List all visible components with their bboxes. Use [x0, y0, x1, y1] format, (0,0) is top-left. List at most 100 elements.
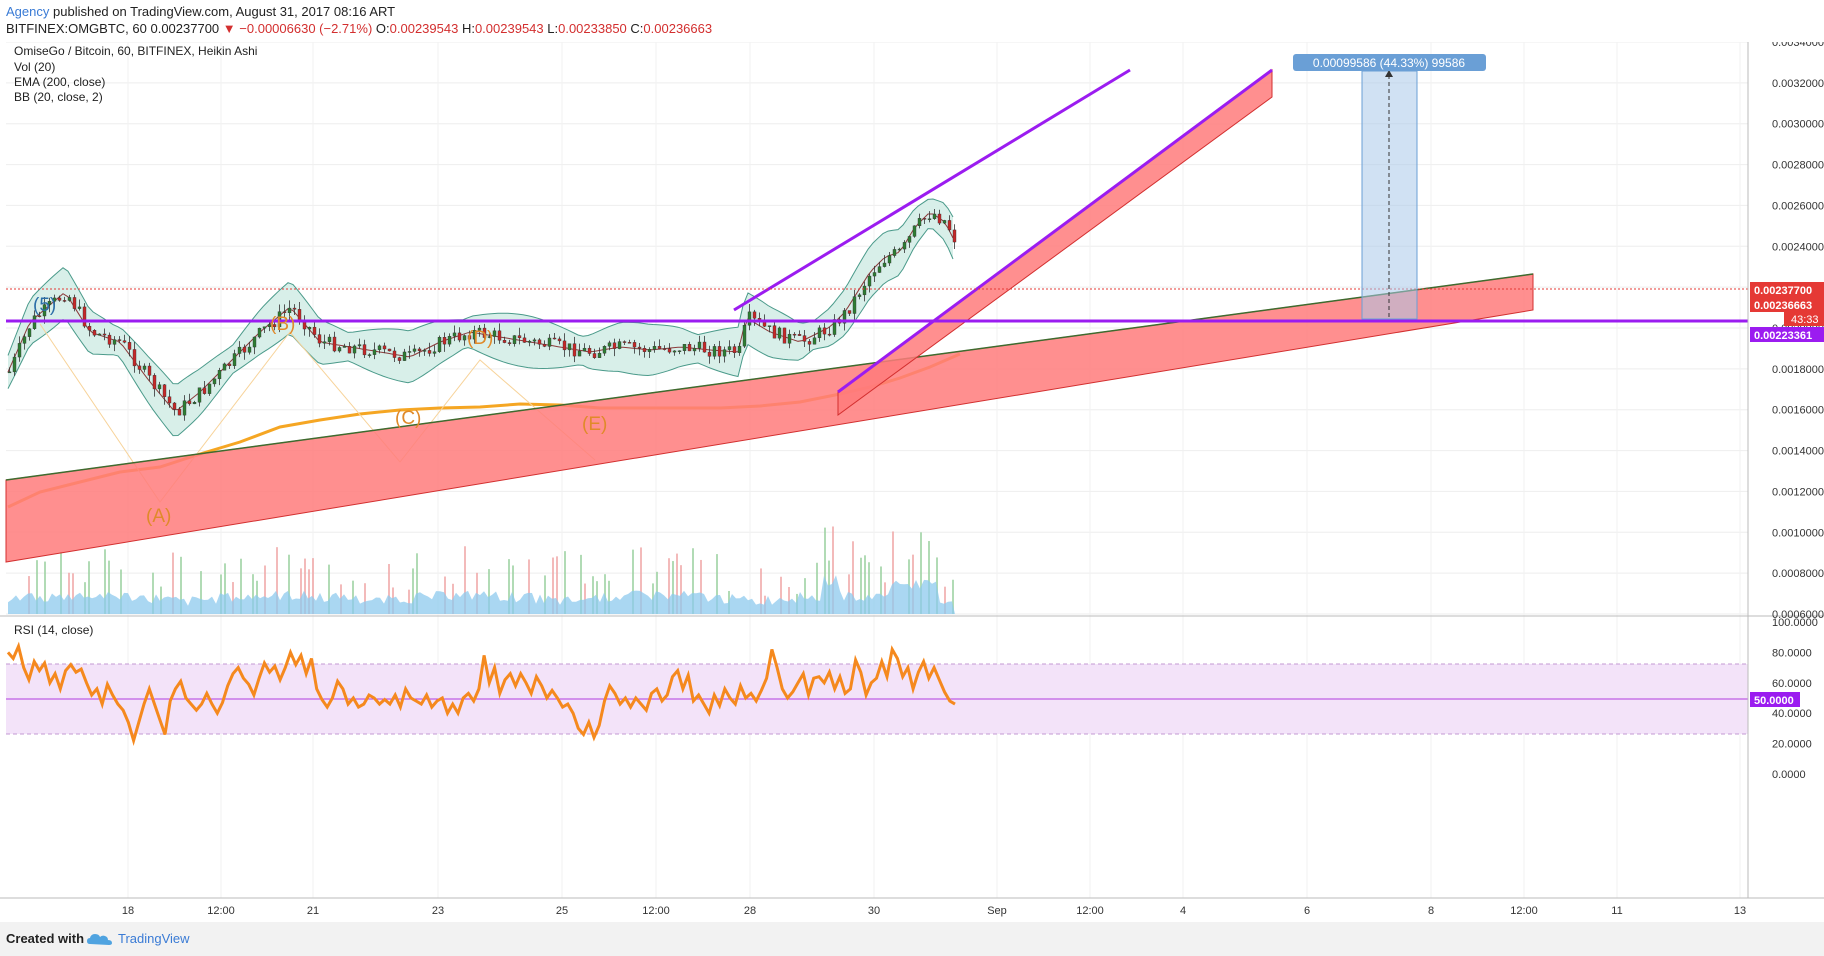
legend-title: OmiseGo / Bitcoin, 60, BITFINEX, Heikin …: [14, 44, 257, 58]
candle-body: [807, 341, 812, 345]
price-tick-label: 0.00060000: [1772, 609, 1824, 621]
legend-rsi: RSI (14, close): [14, 623, 93, 637]
volume-bar: [364, 583, 366, 614]
chart-area[interactable]: 0.00099586 (44.33%) 99586 (5) (A) (B) (C…: [0, 42, 1824, 922]
last-price-badge: [1750, 282, 1824, 297]
candle-body: [622, 341, 627, 343]
candle-body: [257, 327, 262, 338]
candle-body: [892, 249, 897, 256]
candle-body: [457, 332, 462, 341]
volume-bar: [584, 583, 586, 614]
volume-bar: [788, 587, 790, 614]
candle-body: [267, 324, 272, 327]
tradingview-link[interactable]: TradingView: [118, 931, 190, 946]
volume-bar: [944, 586, 946, 614]
candle-body: [602, 346, 607, 354]
volume-bar: [512, 565, 514, 614]
candle-body: [562, 340, 567, 351]
candle-body: [767, 325, 772, 327]
candle-body: [347, 346, 352, 354]
candle-body: [477, 327, 482, 331]
volume-bar: [716, 554, 718, 614]
time-tick-label: 6: [1304, 905, 1310, 917]
candle-body: [567, 343, 572, 351]
low-label: L:: [547, 21, 559, 36]
candle-body: [472, 329, 477, 340]
candle-body: [97, 333, 102, 336]
time-tick-label: Sep: [987, 905, 1007, 917]
volume-bar: [832, 526, 834, 614]
time-tick-label: 4: [1180, 905, 1186, 917]
candle-body: [187, 400, 192, 405]
volume-bar: [852, 541, 854, 614]
time-tick-label: 18: [122, 905, 134, 917]
candle-body: [177, 408, 182, 416]
candle-body: [42, 304, 47, 317]
candle-body: [887, 255, 892, 264]
candle-body: [182, 400, 187, 416]
candle-body: [832, 319, 837, 335]
rsi-line: [6, 641, 956, 747]
volume-bar: [232, 582, 234, 614]
close-value: 0.00236663: [643, 21, 713, 36]
candle-body: [707, 351, 712, 357]
candles: [7, 208, 957, 421]
candle-body: [932, 213, 937, 219]
candle-body: [802, 335, 807, 342]
volume-bar: [412, 568, 414, 614]
volume-bar: [264, 565, 266, 614]
candle-body: [487, 336, 492, 338]
legend-ema: EMA (200, close): [14, 75, 105, 89]
candle-body: [222, 363, 227, 371]
published-line: Agency published on TradingView.com, Aug…: [6, 4, 395, 19]
candle-body: [452, 332, 457, 337]
channel-bottom-line: [837, 68, 1273, 394]
time-axis[interactable]: 18 12:00 21 23 25 12:00 28 30 Sep 12:00 4 6 8 12:00 11…: [122, 905, 1746, 917]
volume-bar: [120, 569, 122, 614]
volume-bar: [880, 566, 882, 614]
candle-body: [817, 327, 822, 339]
volume-bar: [68, 572, 70, 614]
rsi-tick-label: 100.0000: [1772, 617, 1818, 629]
measure-label: 0.00099586 (44.33%) 99586: [1313, 56, 1465, 70]
volume-bar: [528, 559, 530, 614]
candle-body: [262, 326, 267, 329]
candle-body: [907, 236, 912, 243]
volume-bar: [388, 564, 390, 614]
candle-body: [197, 387, 202, 403]
candle-body: [677, 350, 682, 352]
wave-label-b: (B): [270, 314, 295, 335]
candle-body: [727, 346, 732, 350]
time-tick-label: 23: [432, 905, 444, 917]
candle-body: [112, 339, 117, 345]
volume-bar: [408, 589, 410, 614]
candle-body: [412, 348, 417, 352]
candle-body: [297, 309, 302, 321]
high-label: H:: [461, 21, 475, 36]
candle-body: [507, 342, 512, 344]
volume-bar: [632, 549, 634, 614]
volume-bar: [868, 562, 870, 614]
rsi-axis[interactable]: 100.0000 80.0000 60.0000 40.0000 20.0000 0.00…: [1772, 617, 1818, 781]
candle-body: [797, 334, 802, 336]
last-price-badge-text: 0.00237700: [1754, 285, 1812, 297]
candle-body: [152, 375, 157, 390]
publisher-link[interactable]: Agency: [6, 4, 50, 19]
candle-body: [162, 384, 167, 397]
rsi-tick-label: 20.0000: [1772, 739, 1812, 751]
candle-body: [202, 387, 207, 394]
volume-bar: [224, 563, 226, 614]
volume-bar: [552, 557, 554, 614]
volume-bar: [892, 531, 894, 614]
high-value: 0.00239543: [474, 21, 544, 36]
volume-bar: [152, 572, 154, 614]
candle-body: [937, 213, 942, 224]
volume-bar: [672, 561, 674, 614]
close-badge: [1750, 297, 1824, 312]
